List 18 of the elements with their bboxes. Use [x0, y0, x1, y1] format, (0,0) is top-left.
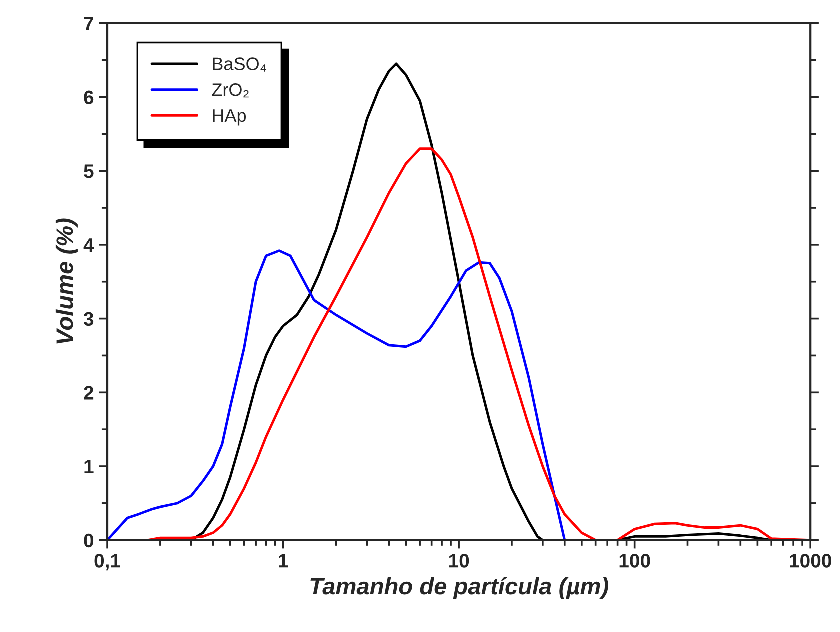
y-tick-label: 0: [84, 534, 94, 548]
y-axis-title: Volume (%): [56, 218, 78, 344]
y-tick-label: 2: [84, 386, 94, 400]
y-tick-label: 6: [84, 90, 94, 104]
x-tick-label: 100: [620, 554, 650, 568]
x-tick-label: 10: [449, 554, 470, 568]
y-tick-label: 4: [84, 238, 94, 252]
y-tick-label: 5: [84, 164, 94, 178]
y-tick-label: 3: [84, 312, 94, 326]
legend-label: BaSO₄: [213, 58, 267, 72]
x-tick-label: 1: [279, 554, 288, 568]
x-tick-label: 1000: [790, 554, 832, 568]
y-tick-label: 1: [84, 460, 94, 474]
legend-label: HAp: [213, 110, 246, 126]
x-axis-title: Tamanho de partícula (µm): [310, 577, 608, 600]
legend-label: ZrO₂: [212, 84, 249, 98]
y-tick-label: 7: [84, 17, 94, 30]
x-tick-label: 0,1: [94, 554, 120, 571]
